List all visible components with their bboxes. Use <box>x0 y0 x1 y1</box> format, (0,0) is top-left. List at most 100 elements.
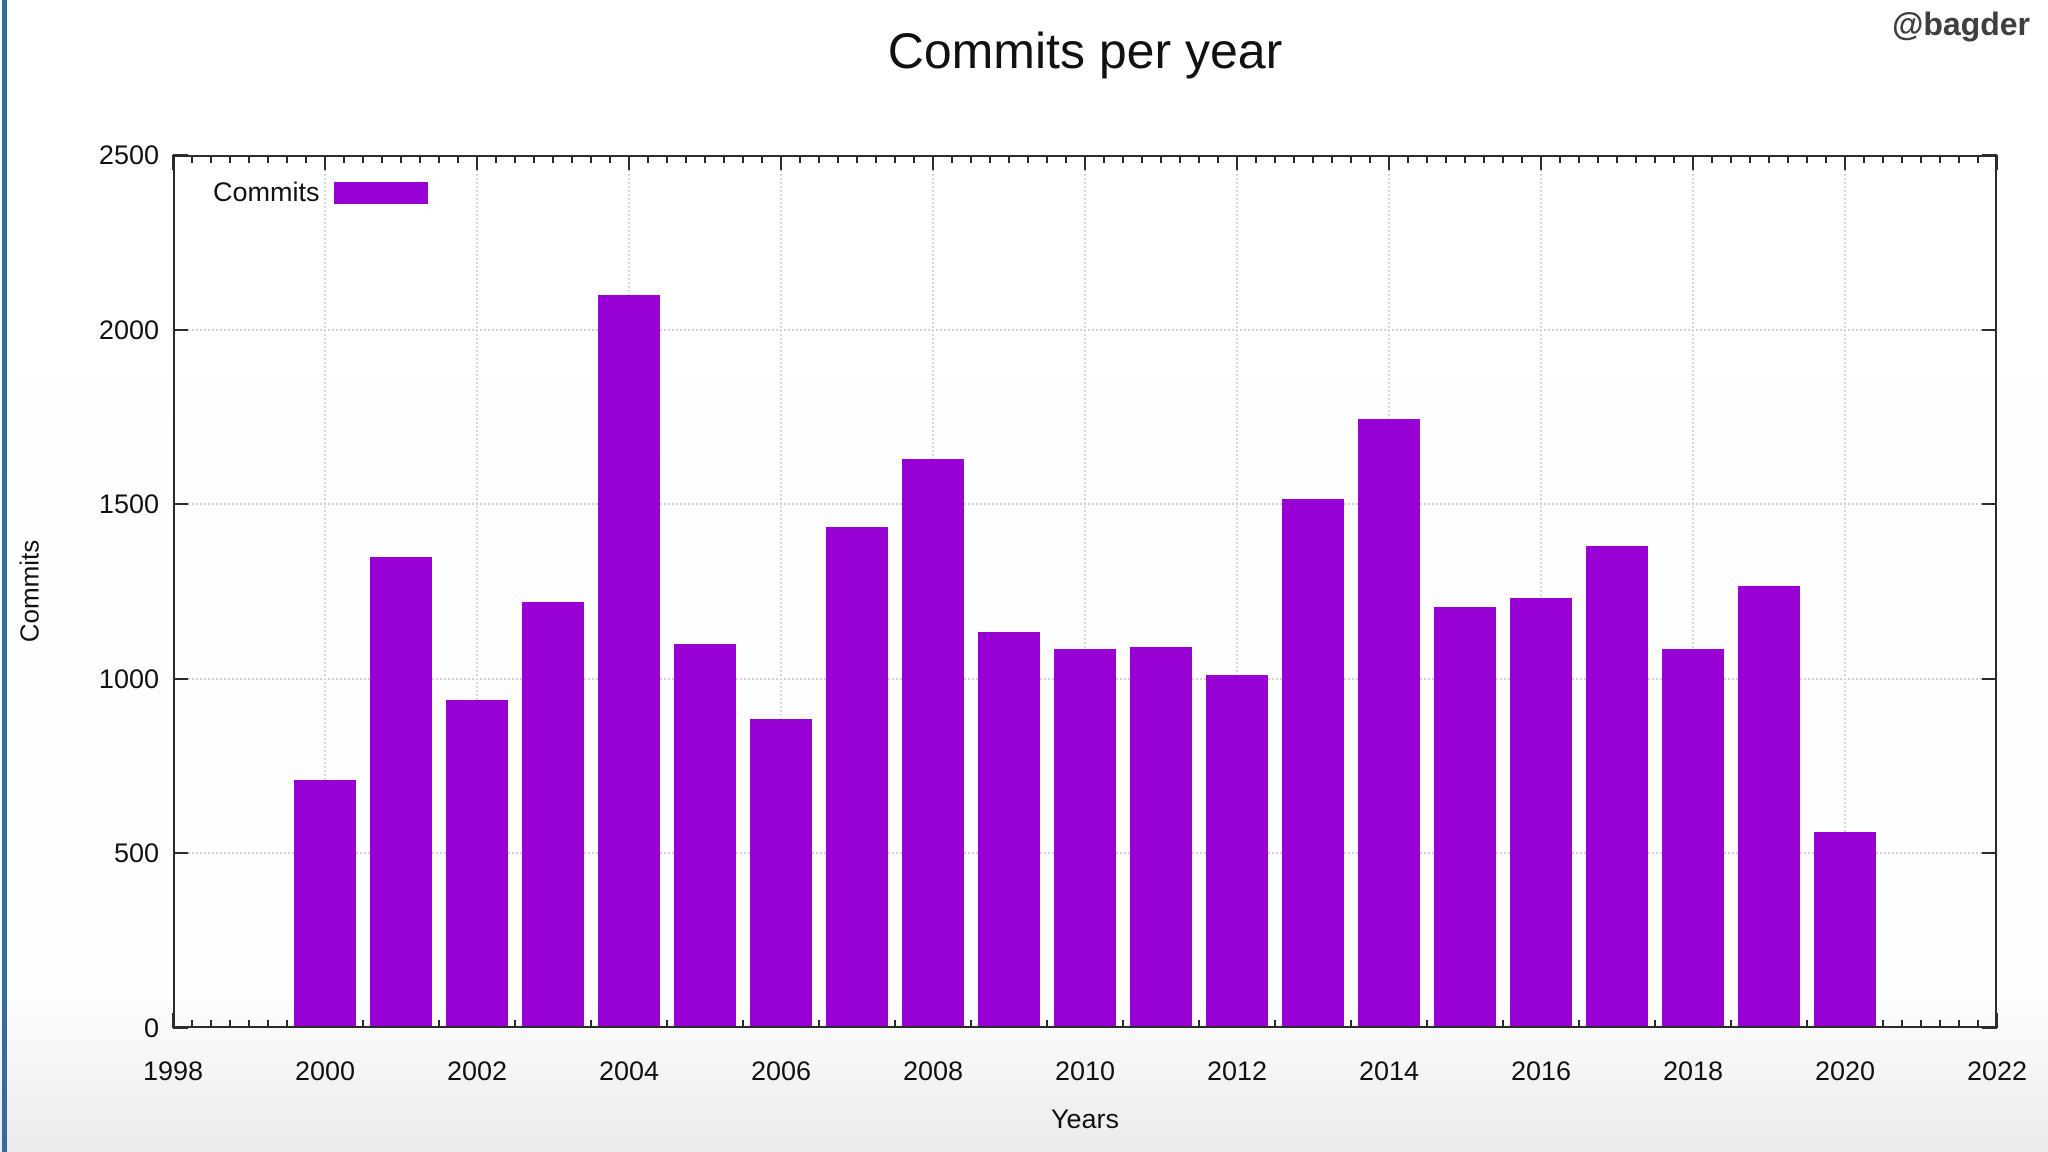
bar-2020 <box>1814 832 1876 1028</box>
x-minor-tick <box>1711 155 1713 163</box>
x-minor-tick <box>362 155 364 163</box>
x-minor-tick <box>1198 155 1200 163</box>
gridline-v-2012 <box>1236 155 1238 1028</box>
y-major-tick <box>173 503 188 506</box>
x-major-tick <box>1844 155 1846 170</box>
y-tick-label-1000: 1000 <box>98 663 159 694</box>
x-minor-tick <box>1198 1020 1200 1028</box>
x-major-tick <box>1540 155 1542 170</box>
x-minor-tick <box>818 1020 820 1028</box>
x-minor-tick <box>1502 155 1504 163</box>
x-minor-tick <box>267 1020 269 1028</box>
x-minor-tick <box>1426 155 1428 163</box>
x-minor-tick <box>1787 155 1789 163</box>
x-major-tick <box>476 155 478 170</box>
bar-2004 <box>598 294 660 1028</box>
x-minor-tick <box>856 155 858 163</box>
chart-title: Commits per year <box>887 23 1283 79</box>
x-minor-tick <box>1046 1020 1048 1028</box>
x-minor-tick <box>1939 155 1941 163</box>
bar-2013 <box>1282 498 1344 1028</box>
y-major-tick <box>1982 154 1997 156</box>
x-tick-label-2012: 2012 <box>1206 1056 1268 1086</box>
x-minor-tick <box>894 155 896 163</box>
bar-2000 <box>294 780 356 1028</box>
x-minor-tick <box>1274 155 1276 163</box>
x-minor-tick <box>1046 155 1048 163</box>
x-minor-tick <box>1882 1020 1884 1028</box>
gridline-v-2016 <box>1540 155 1542 1028</box>
x-minor-tick <box>1426 1020 1428 1028</box>
x-major-tick <box>1996 1013 1998 1028</box>
x-minor-tick <box>286 155 288 163</box>
x-minor-tick <box>666 155 668 163</box>
x-minor-tick <box>1901 1020 1903 1028</box>
x-minor-tick <box>229 1020 231 1028</box>
x-minor-tick <box>1635 155 1637 163</box>
x-axis-title: Years <box>1050 1104 1120 1134</box>
y-major-tick <box>1982 328 1997 331</box>
x-major-tick <box>932 155 934 170</box>
x-minor-tick <box>457 155 459 163</box>
x-minor-tick <box>1730 155 1732 163</box>
x-tick-label-2004: 2004 <box>598 1056 660 1086</box>
x-minor-tick <box>894 1020 896 1028</box>
x-minor-tick <box>1825 155 1827 163</box>
x-minor-tick <box>533 155 535 163</box>
x-minor-tick <box>799 155 801 163</box>
x-minor-tick <box>1882 155 1884 163</box>
x-minor-tick <box>343 155 345 163</box>
x-minor-tick <box>1445 155 1447 163</box>
x-minor-tick <box>305 155 307 163</box>
x-minor-tick <box>1768 155 1770 163</box>
x-minor-tick <box>837 155 839 163</box>
x-minor-tick <box>590 1020 592 1028</box>
x-minor-tick <box>495 155 497 163</box>
x-minor-tick <box>1065 155 1067 163</box>
x-minor-tick <box>400 155 402 163</box>
x-minor-tick <box>1350 1020 1352 1028</box>
x-major-tick <box>1236 155 1238 170</box>
x-minor-tick <box>267 155 269 163</box>
y-major-tick <box>1982 503 1997 506</box>
gridline-v-2018 <box>1692 155 1694 1028</box>
x-minor-tick <box>248 1020 250 1028</box>
gridline-v-2000 <box>324 155 326 1028</box>
x-major-tick <box>324 155 326 170</box>
bar-2007 <box>826 526 888 1028</box>
x-minor-tick <box>1103 155 1105 163</box>
bar-2006 <box>750 718 812 1028</box>
x-minor-tick <box>571 155 573 163</box>
bar-2014 <box>1358 418 1420 1028</box>
x-minor-tick <box>1958 1020 1960 1028</box>
x-minor-tick <box>1977 1020 1979 1028</box>
x-minor-tick <box>1673 155 1675 163</box>
x-minor-tick <box>1160 155 1162 163</box>
x-minor-tick <box>514 1020 516 1028</box>
x-minor-tick <box>989 155 991 163</box>
x-minor-tick <box>685 155 687 163</box>
bar-2005 <box>674 643 736 1028</box>
y-axis-title: Commits <box>14 539 45 643</box>
watermark-handle: @bagder <box>1892 6 2030 42</box>
legend: Commits <box>213 177 428 208</box>
x-major-tick <box>1084 155 1086 170</box>
x-minor-tick <box>1464 155 1466 163</box>
bar-2011 <box>1130 647 1192 1028</box>
x-minor-tick <box>514 155 516 163</box>
x-minor-tick <box>913 155 915 163</box>
x-minor-tick <box>210 155 212 163</box>
x-minor-tick <box>1008 155 1010 163</box>
x-minor-tick <box>647 155 649 163</box>
x-minor-tick <box>286 1020 288 1028</box>
gridline-v-2020 <box>1844 155 1846 1028</box>
x-minor-tick <box>1255 155 1257 163</box>
bar-2010 <box>1054 649 1116 1028</box>
bar-2002 <box>446 699 508 1028</box>
x-minor-tick <box>1559 155 1561 163</box>
y-tick-label-500: 500 <box>113 838 159 869</box>
x-minor-tick <box>1407 155 1409 163</box>
bar-2001 <box>370 556 432 1028</box>
y-major-tick <box>173 677 188 680</box>
x-minor-tick <box>229 155 231 163</box>
